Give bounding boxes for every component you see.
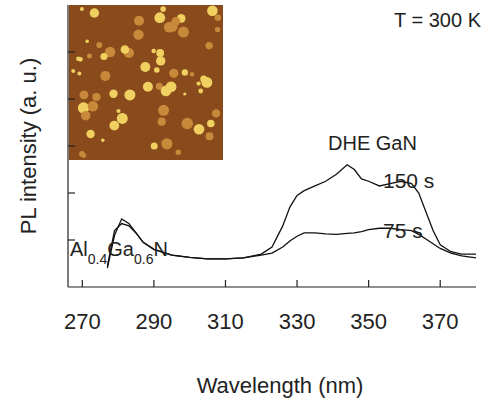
inset-dot	[182, 118, 193, 129]
x-tick-label: 290	[136, 309, 173, 334]
inset-dot	[207, 6, 218, 17]
annotation: T = 300 K	[394, 9, 482, 31]
inset-dot	[96, 42, 102, 48]
inset-dot	[206, 132, 214, 140]
inset-dot	[156, 56, 165, 65]
inset-dot	[151, 49, 156, 54]
x-tick-label: 330	[279, 309, 316, 334]
inset-bg	[69, 5, 223, 160]
inset-dot	[154, 67, 160, 73]
inset-dot	[158, 105, 169, 116]
inset-dot	[194, 124, 205, 135]
inset-dot	[207, 120, 215, 128]
inset-dot	[183, 92, 186, 95]
inset-dot	[158, 118, 166, 126]
inset-dot	[121, 45, 130, 54]
inset-dot	[86, 130, 94, 138]
inset-dot	[205, 42, 212, 49]
x-tick	[440, 280, 441, 287]
x-axis-title: Wavelength (nm)	[197, 373, 364, 398]
inset-dot	[172, 17, 180, 25]
inset-dot	[202, 77, 213, 88]
y-tick	[68, 192, 75, 193]
inset-dot	[154, 12, 165, 23]
inset-dot	[134, 16, 144, 26]
inset-dot	[143, 82, 153, 92]
inset-dot	[176, 150, 181, 155]
x-tick	[368, 280, 369, 287]
annotation: DHE GaN	[328, 132, 417, 154]
inset-dot	[92, 93, 100, 101]
x-tick-label: 270	[64, 309, 101, 334]
inset-dot	[79, 151, 85, 157]
x-tick	[82, 280, 83, 287]
inset-dot	[197, 82, 201, 86]
x-tick-label: 350	[350, 309, 387, 334]
afm-inset	[69, 5, 223, 160]
chart: 270 290 310 330 350 370 Wavelength (nm) PL inte…	[0, 0, 488, 403]
inset-dot	[85, 39, 89, 43]
inset-dot	[101, 138, 105, 142]
inset-dot	[190, 72, 195, 77]
series-label: 75 s	[383, 219, 423, 242]
x-axis	[68, 286, 476, 287]
inset-dot	[161, 86, 172, 97]
series-line	[107, 165, 476, 268]
inset-dot	[100, 53, 107, 60]
inset-dot	[169, 69, 178, 78]
x-tick	[153, 280, 154, 287]
inset-dot	[161, 138, 172, 149]
annotation: Al0.4Ga0.6N	[70, 238, 168, 267]
inset-dot	[156, 49, 164, 57]
inset-dot	[81, 111, 91, 121]
inset-dot	[109, 90, 117, 98]
inset-dot	[90, 8, 99, 17]
inset-dot	[109, 121, 119, 131]
inset-dot	[124, 89, 135, 100]
inset-dot	[133, 29, 143, 39]
inset-dot	[117, 109, 121, 113]
y-tick	[68, 98, 75, 99]
inset-dot	[80, 91, 89, 100]
inset-dot	[117, 113, 128, 124]
inset-dot	[160, 6, 166, 12]
inset-dot	[182, 69, 188, 75]
inset-dot	[212, 109, 220, 117]
inset-dot	[80, 7, 84, 11]
inset-dot	[215, 15, 221, 21]
x-tick	[296, 280, 297, 287]
inset-dot	[87, 53, 92, 58]
inset-dot	[71, 69, 75, 73]
x-tick	[225, 280, 226, 287]
inset-dot	[215, 27, 220, 32]
series-label: 150 s	[383, 169, 434, 192]
inset-dot	[77, 71, 81, 75]
inset-dot	[100, 71, 110, 81]
inset-dot	[151, 143, 158, 150]
y-tick	[68, 145, 75, 146]
inset-dot	[178, 27, 189, 38]
inset-dot	[78, 57, 83, 62]
series-group	[107, 165, 476, 268]
y-tick	[68, 51, 75, 52]
x-tick-label: 310	[207, 309, 244, 334]
x-tick-label: 370	[422, 309, 459, 334]
y-axis-title: PL intensity (a. u.)	[16, 58, 41, 234]
inset-dot	[88, 101, 98, 111]
inset-dot	[198, 89, 203, 94]
inset-dot	[140, 62, 150, 72]
